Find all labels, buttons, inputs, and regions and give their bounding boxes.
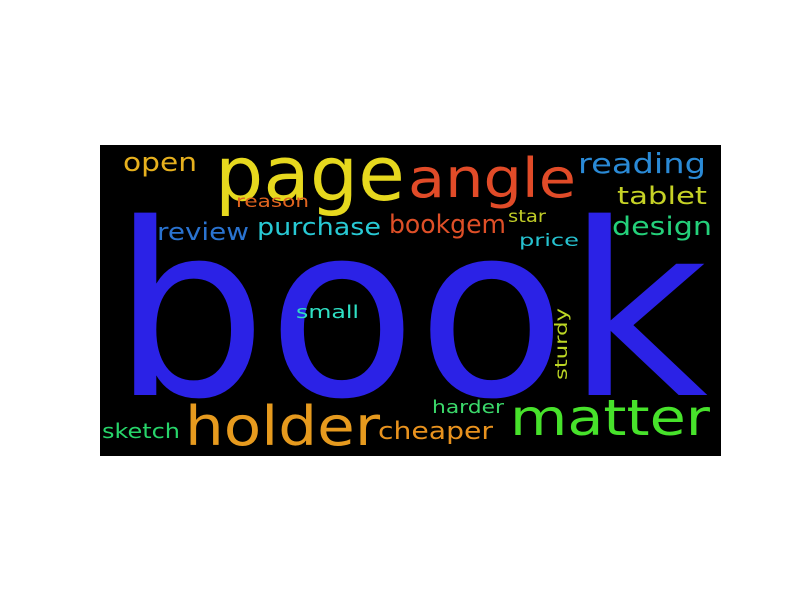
- word-reason: reason: [236, 192, 309, 212]
- word-purchase: purchase: [257, 213, 381, 241]
- word-review: review: [157, 218, 249, 246]
- word-small: small: [296, 302, 359, 323]
- word-harder: harder: [432, 397, 505, 418]
- word-tablet: tablet: [617, 182, 707, 210]
- word-page: page: [215, 145, 405, 218]
- word-matter: matter: [510, 389, 711, 447]
- word-book: book: [112, 172, 708, 452]
- word-open: open: [123, 148, 197, 178]
- word-cloud: book page angle holder matter reading op…: [100, 145, 721, 456]
- word-sketch: sketch: [102, 419, 180, 443]
- word-sturdy: sturdy: [552, 308, 572, 380]
- word-cheaper: cheaper: [378, 417, 493, 445]
- word-holder: holder: [185, 395, 381, 456]
- word-price: price: [519, 231, 579, 251]
- word-angle: angle: [408, 147, 576, 210]
- word-design: design: [612, 212, 712, 242]
- word-bookgem: bookgem: [389, 210, 506, 240]
- word-star: star: [508, 207, 546, 227]
- word-cloud-canvas: book page angle holder matter reading op…: [102, 145, 712, 456]
- word-reading: reading: [578, 147, 706, 180]
